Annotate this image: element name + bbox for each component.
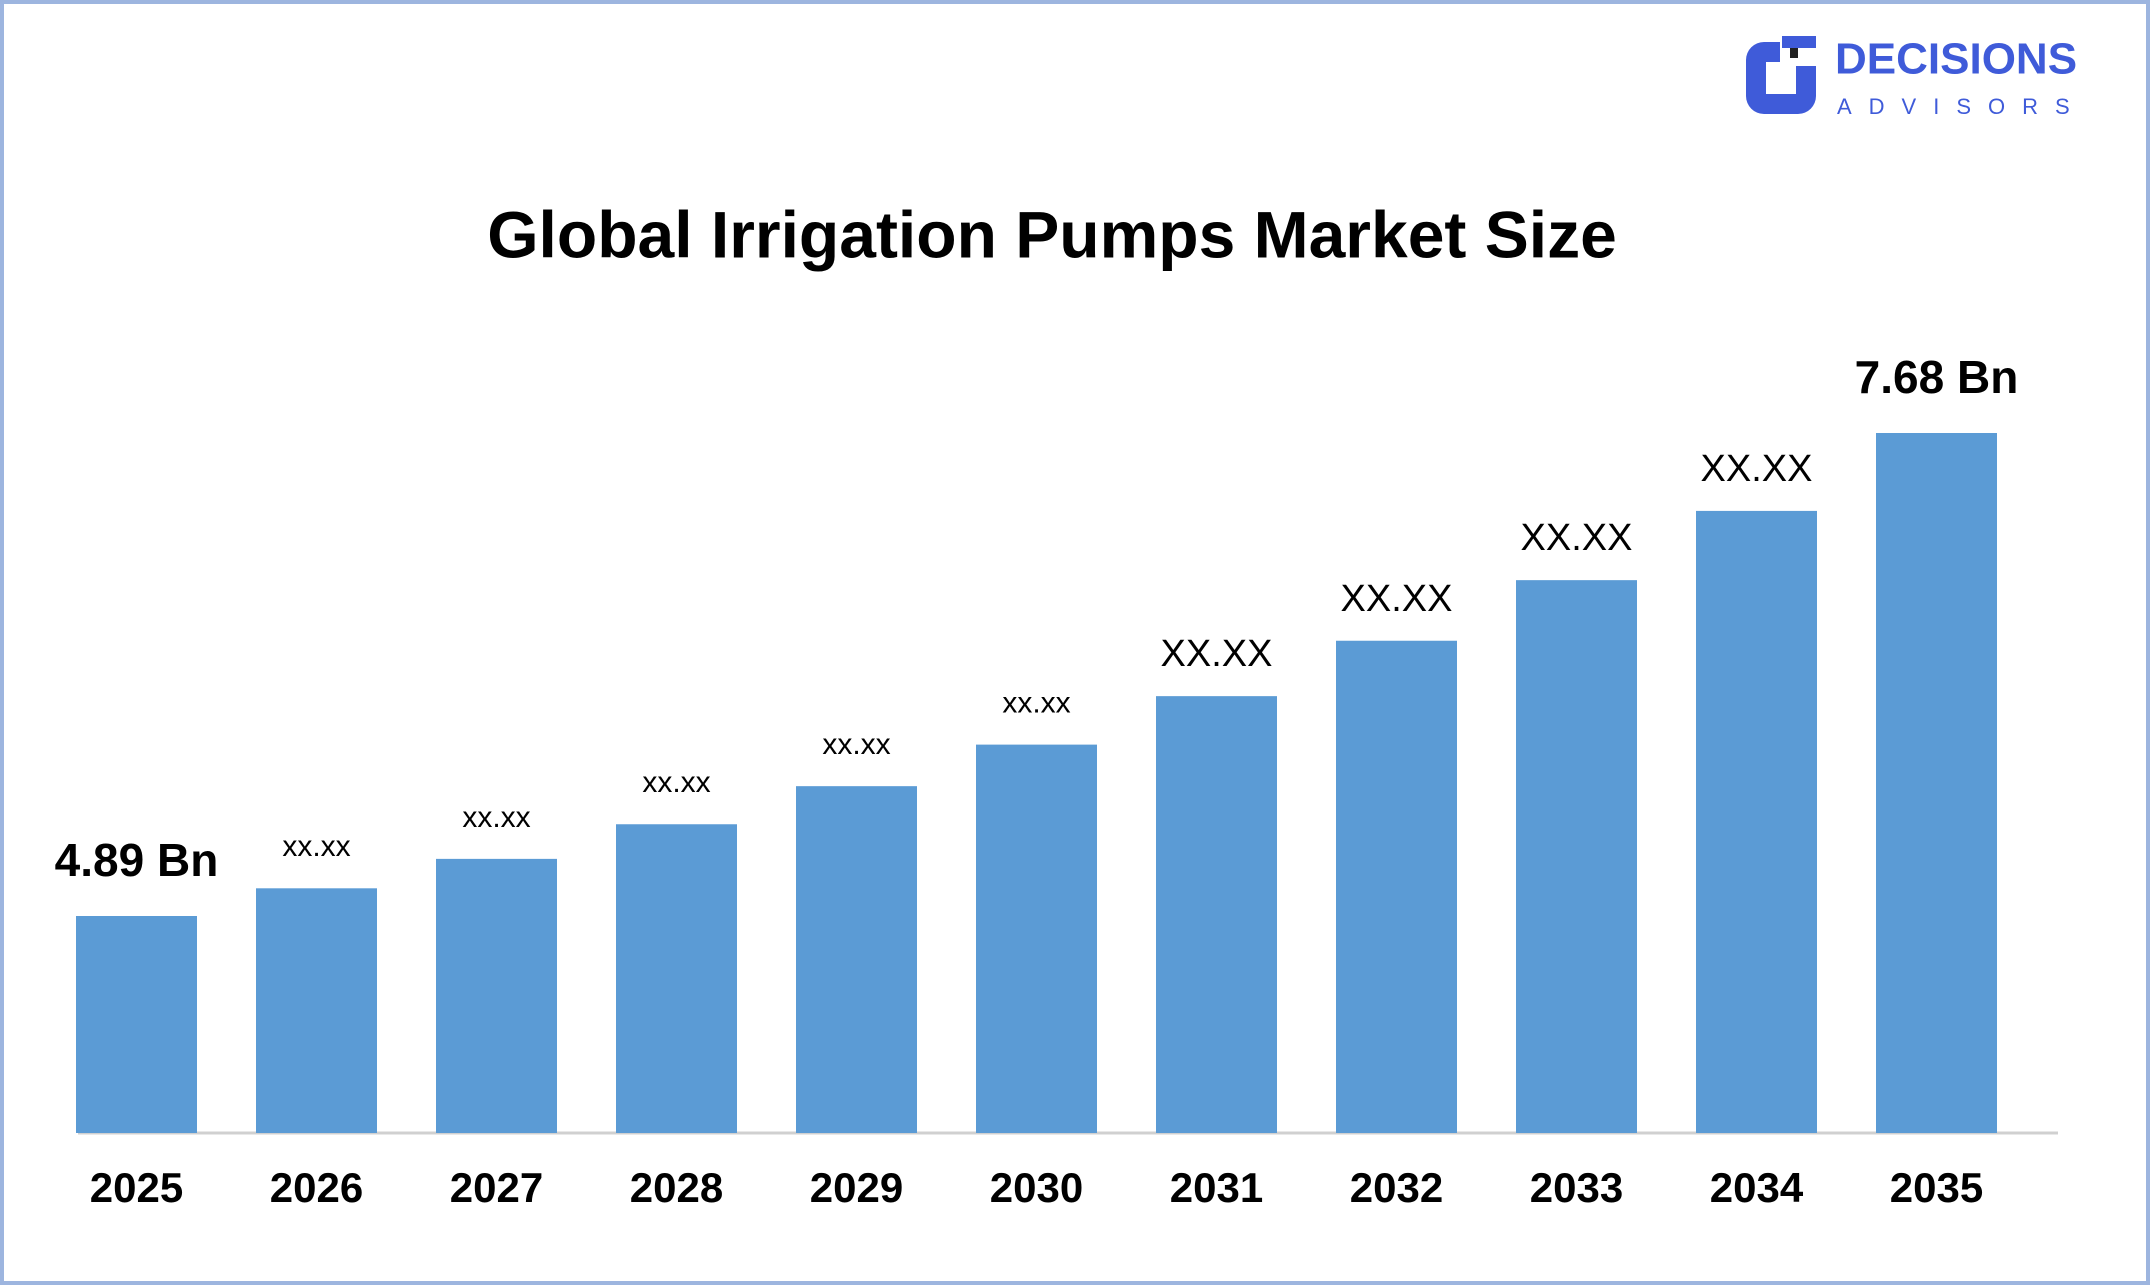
x-tick-label: 2030 (990, 1164, 1083, 1211)
value-label: xx.xx (462, 801, 530, 834)
bar (256, 888, 377, 1133)
value-label: xx.xx (1002, 687, 1070, 720)
logo-icon (1746, 36, 1816, 114)
value-label: 7.68 Bn (1855, 351, 2019, 403)
x-tick-label: 2033 (1530, 1164, 1623, 1211)
value-label: XX.XX (1701, 448, 1813, 490)
bar (796, 786, 917, 1133)
value-label: 4.89 Bn (55, 834, 219, 886)
bar (976, 744, 1097, 1133)
bar (1156, 696, 1277, 1133)
value-label: XX.XX (1161, 633, 1273, 675)
value-label: XX.XX (1521, 517, 1633, 559)
logo-name: DECISIONS (1835, 35, 2077, 84)
bar (1336, 640, 1457, 1133)
bar (1876, 433, 1997, 1133)
bar (76, 916, 197, 1133)
value-label: xx.xx (642, 766, 710, 799)
x-tick-label: 2028 (630, 1164, 723, 1211)
bar (1516, 580, 1637, 1133)
value-label: xx.xx (282, 830, 350, 863)
x-tick-label: 2032 (1350, 1164, 1443, 1211)
logo-tagline: ADVISORS (1837, 94, 2087, 119)
bar (1696, 510, 1817, 1134)
x-tick-label: 2027 (450, 1164, 543, 1211)
x-tick-label: 2035 (1890, 1164, 1983, 1211)
x-tick-label: 2034 (1710, 1164, 1804, 1211)
x-tick-label: 2031 (1170, 1164, 1263, 1211)
value-label: xx.xx (822, 728, 890, 761)
x-tick-label: 2026 (270, 1164, 363, 1211)
value-label: XX.XX (1341, 578, 1453, 620)
x-tick-label: 2029 (810, 1164, 903, 1211)
bar (436, 858, 557, 1133)
chart-title: Global Irrigation Pumps Market Size (487, 197, 1617, 271)
bar (616, 824, 737, 1133)
x-tick-label: 2025 (90, 1164, 183, 1211)
